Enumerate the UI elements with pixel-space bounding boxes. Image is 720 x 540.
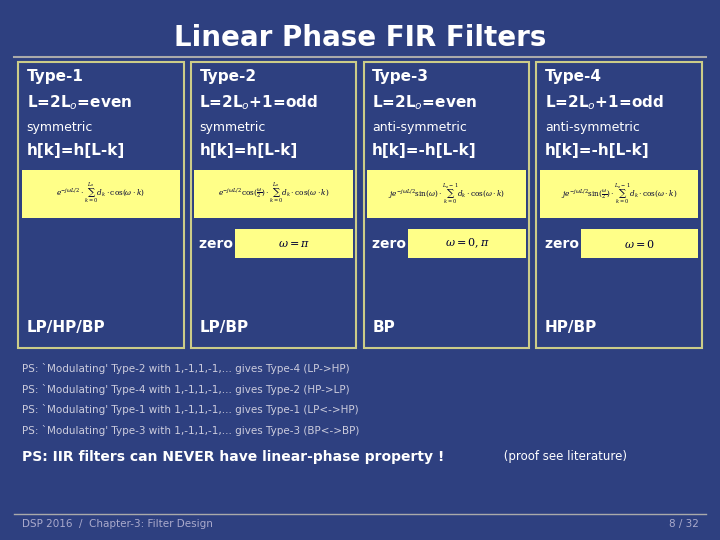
Text: L=2L$_o$=even: L=2L$_o$=even <box>372 93 477 112</box>
Text: zero at: zero at <box>199 237 254 251</box>
Text: Type-4: Type-4 <box>545 69 602 84</box>
FancyBboxPatch shape <box>540 170 698 218</box>
Text: Type-3: Type-3 <box>372 69 429 84</box>
Text: zero at: zero at <box>372 237 427 251</box>
Text: h[k]=h[L-k]: h[k]=h[L-k] <box>27 143 125 158</box>
Text: L=2L$_o$+1=odd: L=2L$_o$+1=odd <box>545 93 664 112</box>
Text: h[k]=-h[L-k]: h[k]=-h[L-k] <box>372 143 477 158</box>
Text: 8 / 32: 8 / 32 <box>669 519 698 530</box>
FancyBboxPatch shape <box>536 62 702 348</box>
FancyBboxPatch shape <box>22 170 180 218</box>
Text: Linear Phase FIR Filters: Linear Phase FIR Filters <box>174 24 546 52</box>
Text: (proof see literature): (proof see literature) <box>500 450 627 463</box>
Text: anti-symmetric: anti-symmetric <box>372 122 467 134</box>
FancyBboxPatch shape <box>367 170 526 218</box>
Text: DSP 2016  /  Chapter-3: Filter Design: DSP 2016 / Chapter-3: Filter Design <box>22 519 212 530</box>
FancyBboxPatch shape <box>18 62 184 348</box>
Text: L=2L$_o$+1=odd: L=2L$_o$+1=odd <box>199 93 318 112</box>
Text: symmetric: symmetric <box>27 122 93 134</box>
Text: PS: `Modulating' Type-1 with 1,-1,1,-1,... gives Type-1 (LP<->HP): PS: `Modulating' Type-1 with 1,-1,1,-1,.… <box>22 404 359 415</box>
Text: h[k]=-h[L-k]: h[k]=-h[L-k] <box>545 143 649 158</box>
Text: PS: `Modulating' Type-3 with 1,-1,1,-1,... gives Type-3 (BP<->BP): PS: `Modulating' Type-3 with 1,-1,1,-1,.… <box>22 425 359 436</box>
Text: $je^{-j\omega L/2}\sin(\frac{\omega}{2})\cdot\sum_{k=0}^{L_o-1}d_k\cdot\cos(\ome: $je^{-j\omega L/2}\sin(\frac{\omega}{2})… <box>561 181 678 206</box>
Text: PS: `Modulating' Type-2 with 1,-1,1,-1,... gives Type-4 (LP->HP): PS: `Modulating' Type-2 with 1,-1,1,-1,.… <box>22 363 349 374</box>
Text: $\omega = \pi$: $\omega = \pi$ <box>278 239 310 248</box>
Text: $je^{-j\omega L/2}\sin(\omega)\cdot\sum_{k=0}^{L_o-1}d_k\cdot\cos(\omega\cdot k): $je^{-j\omega L/2}\sin(\omega)\cdot\sum_… <box>388 181 505 206</box>
FancyBboxPatch shape <box>235 230 353 258</box>
FancyBboxPatch shape <box>581 230 698 258</box>
Text: LP/HP/BP: LP/HP/BP <box>27 320 105 335</box>
Text: Type-1: Type-1 <box>27 69 84 84</box>
Text: L=2L$_o$=even: L=2L$_o$=even <box>27 93 132 112</box>
Text: Type-2: Type-2 <box>199 69 256 84</box>
FancyBboxPatch shape <box>408 230 526 258</box>
Text: PS: `Modulating' Type-4 with 1,-1,1,-1,... gives Type-2 (HP->LP): PS: `Modulating' Type-4 with 1,-1,1,-1,.… <box>22 384 349 395</box>
FancyBboxPatch shape <box>191 62 356 348</box>
Text: h[k]=h[L-k]: h[k]=h[L-k] <box>199 143 297 158</box>
Text: $\omega = 0$: $\omega = 0$ <box>624 238 655 249</box>
Text: HP/BP: HP/BP <box>545 320 598 335</box>
Text: $\omega = 0, \pi$: $\omega = 0, \pi$ <box>444 237 490 251</box>
Text: PS: IIR filters can NEVER have linear-phase property !: PS: IIR filters can NEVER have linear-ph… <box>22 450 444 464</box>
Text: anti-symmetric: anti-symmetric <box>545 122 640 134</box>
FancyBboxPatch shape <box>194 170 353 218</box>
Text: LP/BP: LP/BP <box>199 320 248 335</box>
FancyBboxPatch shape <box>364 62 529 348</box>
Text: $e^{-j\omega L/2}\cos(\frac{\omega}{2})\cdot\sum_{k=0}^{L_o}d_k\cdot\cos(\omega\: $e^{-j\omega L/2}\cos(\frac{\omega}{2})\… <box>218 181 329 206</box>
Text: $e^{-j\omega L/2}\cdot\sum_{k=0}^{L_o}d_k\cdot\cos(\omega\cdot k)$: $e^{-j\omega L/2}\cdot\sum_{k=0}^{L_o}d_… <box>56 181 145 206</box>
Text: zero at: zero at <box>545 237 600 251</box>
Text: symmetric: symmetric <box>199 122 266 134</box>
Text: BP: BP <box>372 320 395 335</box>
